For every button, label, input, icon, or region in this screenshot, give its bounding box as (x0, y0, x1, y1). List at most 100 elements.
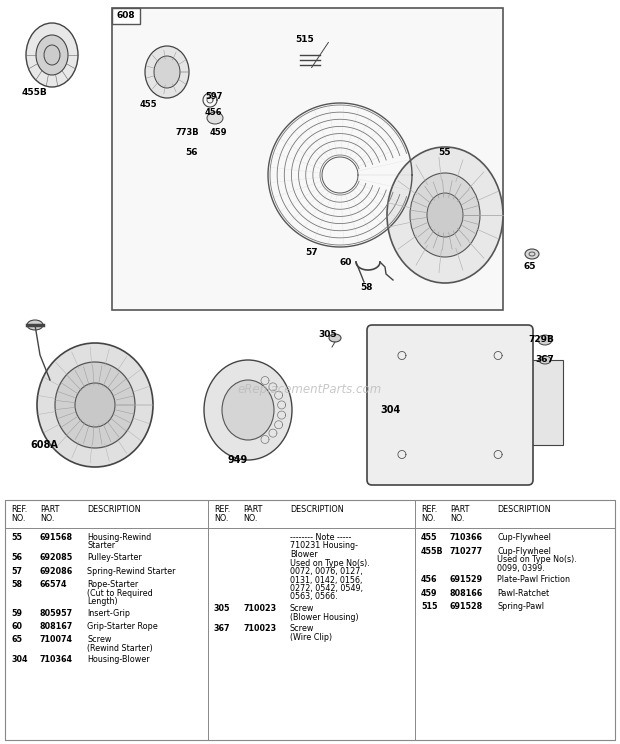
Text: -------- Note -----: -------- Note ----- (290, 533, 352, 542)
Text: 729B: 729B (528, 335, 554, 344)
Text: 57: 57 (11, 566, 22, 576)
Text: NO.: NO. (40, 514, 55, 523)
Text: NO.: NO. (243, 514, 257, 523)
Ellipse shape (329, 334, 341, 342)
Text: PART: PART (40, 505, 60, 514)
Text: Spring-Pawl: Spring-Pawl (497, 602, 544, 611)
Text: 608A: 608A (30, 440, 58, 450)
Ellipse shape (55, 362, 135, 448)
Bar (5, 500, 615, 740)
Text: 773B: 773B (175, 128, 198, 137)
Text: (Wire Clip): (Wire Clip) (290, 632, 332, 641)
Text: Spring-Rewind Starter: Spring-Rewind Starter (87, 566, 175, 576)
Text: 710364: 710364 (40, 655, 73, 664)
Text: 455: 455 (421, 533, 438, 542)
Text: Starter: Starter (87, 542, 115, 551)
Ellipse shape (145, 46, 189, 98)
Bar (112, 8, 503, 310)
Text: 808166: 808166 (450, 589, 483, 597)
Text: Pawl-Ratchet: Pawl-Ratchet (497, 589, 549, 597)
Text: Used on Type No(s).: Used on Type No(s). (497, 555, 577, 564)
Polygon shape (398, 351, 406, 359)
Text: 65: 65 (11, 635, 22, 644)
Ellipse shape (75, 383, 115, 427)
Text: 710023: 710023 (243, 604, 276, 613)
Text: 58: 58 (11, 580, 22, 589)
Text: DESCRIPTION: DESCRIPTION (87, 505, 141, 514)
Text: Length): Length) (87, 597, 118, 606)
Text: 55: 55 (438, 148, 451, 157)
Ellipse shape (26, 23, 78, 87)
Text: 0131, 0142, 0156,: 0131, 0142, 0156, (290, 576, 362, 585)
Text: 710074: 710074 (40, 635, 73, 644)
Text: Housing-Blower: Housing-Blower (87, 655, 149, 664)
Text: PART: PART (243, 505, 262, 514)
Ellipse shape (154, 56, 180, 88)
Text: NO.: NO. (450, 514, 464, 523)
Text: 455B: 455B (22, 88, 48, 97)
Ellipse shape (27, 320, 43, 330)
Text: 691529: 691529 (450, 575, 483, 584)
Ellipse shape (36, 35, 68, 75)
Text: 59: 59 (11, 609, 22, 618)
Text: 710023: 710023 (243, 624, 276, 633)
Text: 691568: 691568 (40, 533, 73, 542)
Text: 305: 305 (318, 330, 337, 339)
Text: 60: 60 (340, 258, 352, 267)
Text: Used on Type No(s).: Used on Type No(s). (290, 559, 370, 568)
Ellipse shape (207, 112, 223, 124)
Ellipse shape (538, 335, 552, 345)
Text: Insert-Grip: Insert-Grip (87, 609, 130, 618)
Text: 597: 597 (205, 92, 223, 101)
Text: Screw: Screw (87, 635, 112, 644)
Text: Pulley-Starter: Pulley-Starter (87, 553, 142, 562)
FancyBboxPatch shape (367, 325, 533, 485)
Ellipse shape (410, 173, 480, 257)
Text: 710277: 710277 (450, 547, 483, 556)
Text: 55: 55 (11, 533, 22, 542)
Text: Cup-Flywheel: Cup-Flywheel (497, 533, 551, 542)
Text: 58: 58 (360, 283, 373, 292)
Text: NO.: NO. (214, 514, 228, 523)
Ellipse shape (387, 147, 503, 283)
Text: 367: 367 (535, 355, 554, 364)
Text: 56: 56 (11, 553, 22, 562)
Text: 0272, 0542, 0549,: 0272, 0542, 0549, (290, 584, 363, 593)
Bar (528, 360, 563, 445)
Text: NO.: NO. (421, 514, 435, 523)
Ellipse shape (539, 356, 551, 364)
Text: DESCRIPTION: DESCRIPTION (290, 505, 343, 514)
Bar (112, 8, 140, 24)
Text: 808167: 808167 (40, 622, 73, 631)
Text: Housing-Rewind: Housing-Rewind (87, 533, 151, 542)
Text: DESCRIPTION: DESCRIPTION (497, 505, 551, 514)
Text: 0563, 0566.: 0563, 0566. (290, 592, 338, 601)
Text: 455: 455 (140, 100, 157, 109)
Text: 60: 60 (11, 622, 22, 631)
Text: 608: 608 (117, 11, 135, 21)
Ellipse shape (37, 343, 153, 467)
Text: REF.: REF. (11, 505, 27, 514)
Text: Rope-Starter: Rope-Starter (87, 580, 138, 589)
Text: Plate-Pawl Friction: Plate-Pawl Friction (497, 575, 570, 584)
Ellipse shape (398, 350, 502, 460)
Text: (Cut to Required: (Cut to Required (87, 589, 153, 597)
Polygon shape (494, 351, 502, 359)
Text: 515: 515 (421, 602, 438, 611)
Text: REF.: REF. (421, 505, 437, 514)
Text: 57: 57 (305, 248, 317, 257)
Text: 805957: 805957 (40, 609, 73, 618)
Text: REF.: REF. (214, 505, 230, 514)
Ellipse shape (525, 249, 539, 259)
Polygon shape (398, 451, 406, 458)
Text: Screw: Screw (290, 604, 314, 613)
Text: 515: 515 (295, 35, 314, 44)
Text: Cup-Flywheel: Cup-Flywheel (497, 547, 551, 556)
Text: 710366: 710366 (450, 533, 483, 542)
Text: 949: 949 (228, 455, 248, 465)
Ellipse shape (415, 367, 485, 443)
Ellipse shape (44, 45, 60, 65)
Ellipse shape (427, 193, 463, 237)
Text: 456: 456 (421, 575, 438, 584)
Text: Screw: Screw (290, 624, 314, 633)
